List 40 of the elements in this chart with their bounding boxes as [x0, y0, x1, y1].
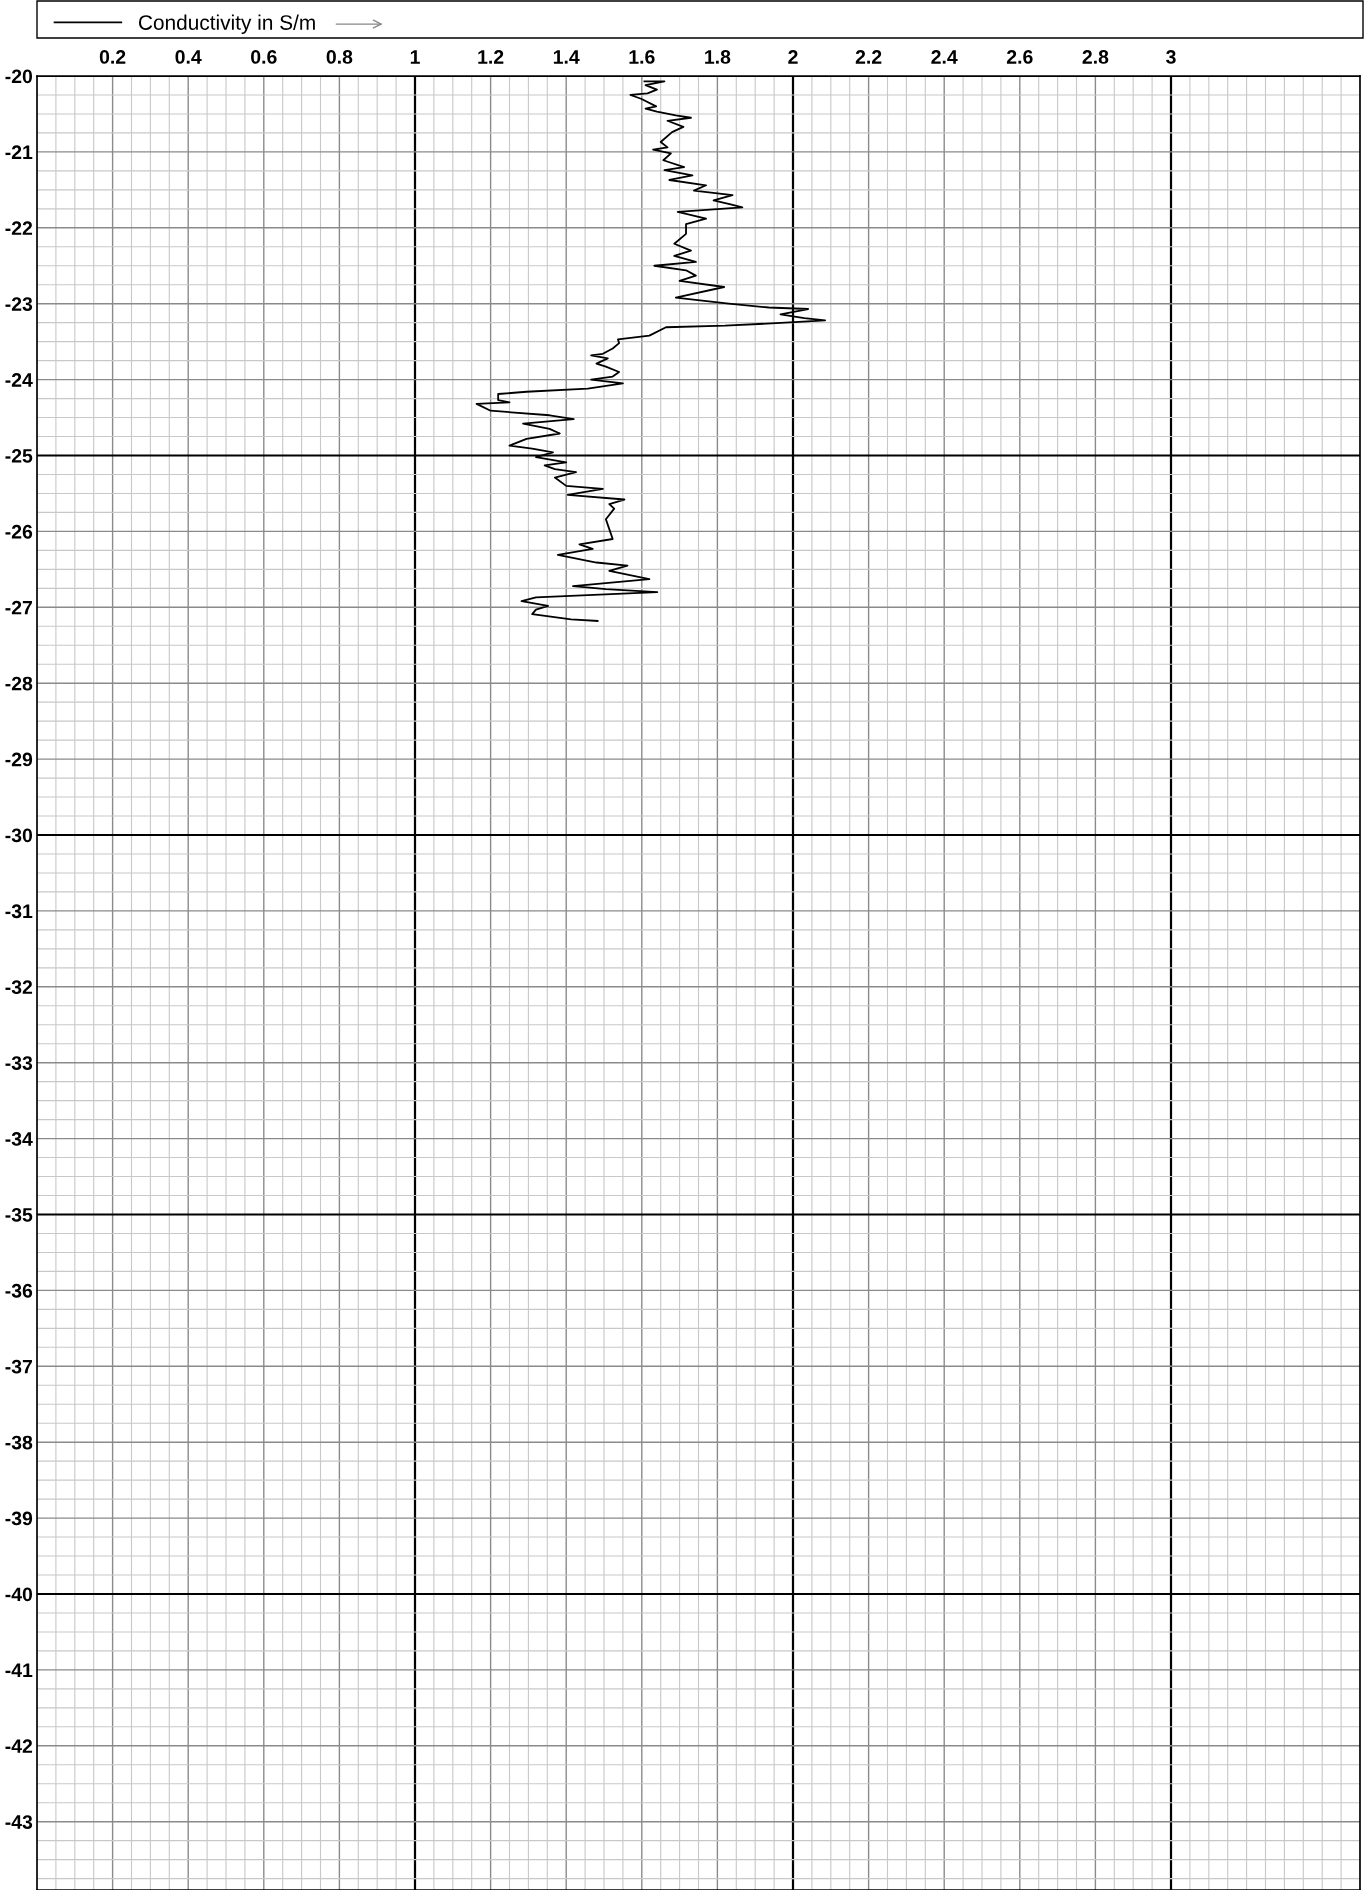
x-tick-label: 1.8: [705, 50, 731, 64]
x-tick-label: 1.6: [629, 50, 655, 64]
x-tick-label: 2.8: [1082, 50, 1109, 64]
y-tick-label: -41: [5, 1663, 33, 1677]
y-tick-label: -34: [5, 1132, 33, 1146]
x-tick-label: 2.2: [855, 50, 882, 64]
y-tick-label: -35: [5, 1207, 33, 1222]
x-tick-label: 0.2: [99, 50, 126, 64]
y-tick-label: -42: [5, 1739, 33, 1753]
y-tick-label: -28: [5, 676, 33, 691]
y-tick-label: -22: [5, 221, 33, 235]
y-tick-label: -37: [5, 1359, 32, 1374]
legend-label: Conductivity in S/m: [138, 14, 315, 34]
y-tick-label: -27: [5, 600, 32, 615]
y-tick-label: -31: [5, 904, 33, 919]
y-tick-label: -23: [5, 297, 33, 311]
x-tick-label: 2: [788, 50, 798, 64]
y-tick-label: -43: [5, 1815, 33, 1829]
y-tick-label: -33: [5, 1056, 33, 1070]
y-tick-label: -21: [5, 145, 33, 159]
x-tick-label: 0.8: [326, 50, 353, 64]
y-tick-label: -29: [5, 752, 33, 767]
y-tick-label: -25: [5, 448, 33, 463]
y-tick-label: -40: [5, 1587, 33, 1602]
x-tick-label: 1.2: [478, 50, 504, 64]
x-tick-label: 0.6: [251, 50, 277, 64]
y-tick-label: -24: [5, 373, 33, 387]
x-tick-label: 1.4: [553, 50, 580, 64]
x-tick-label: 1: [410, 50, 420, 64]
x-tick-label: 2.4: [931, 50, 958, 64]
y-tick-label: -38: [5, 1435, 33, 1450]
y-tick-label: -36: [5, 1283, 33, 1298]
y-tick-label: -30: [5, 828, 33, 843]
y-tick-label: -39: [5, 1511, 33, 1526]
y-tick-label: -20: [5, 69, 33, 84]
y-tick-label: -32: [5, 980, 33, 995]
x-tick-label: 2.6: [1006, 50, 1033, 64]
x-tick-label: 3: [1166, 50, 1176, 64]
y-tick-label: -26: [5, 524, 33, 539]
x-tick-label: 0.4: [175, 50, 202, 64]
